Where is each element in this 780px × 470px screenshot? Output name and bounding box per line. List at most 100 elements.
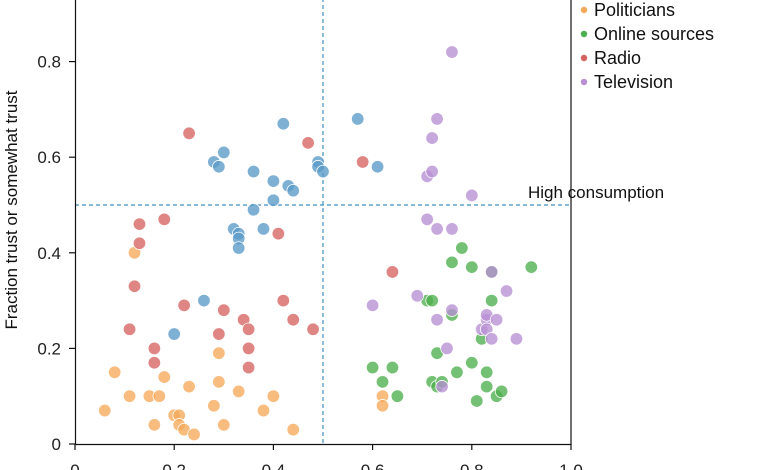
data-point <box>425 293 439 308</box>
data-point <box>450 365 464 380</box>
data-point <box>375 399 390 413</box>
legend-marker <box>580 54 588 62</box>
data-point <box>489 313 504 327</box>
data-point <box>177 298 191 313</box>
x-tick-label: 0.6 <box>361 461 385 470</box>
data-point <box>182 379 196 394</box>
data-point <box>455 241 469 255</box>
data-point <box>316 164 330 179</box>
data-point <box>465 356 479 370</box>
data-point <box>465 260 479 274</box>
series-3 <box>122 126 400 375</box>
data-point <box>430 112 444 126</box>
legend-label: Television <box>594 72 673 92</box>
data-point <box>385 360 400 375</box>
data-point <box>207 399 221 413</box>
data-point <box>246 203 261 217</box>
y-tick-label: 0.6 <box>37 148 61 167</box>
y-tick-label: 0.4 <box>37 244 61 263</box>
x-tick-label: 0.2 <box>162 461 186 470</box>
annotation-high-consumption: High consumption <box>528 183 664 202</box>
data-point <box>286 422 300 437</box>
data-point <box>217 145 231 160</box>
y-tick-label: 0 <box>52 435 61 454</box>
data-point <box>435 379 449 394</box>
data-point <box>509 332 524 346</box>
data-point <box>479 365 494 380</box>
data-point <box>167 327 181 341</box>
data-point <box>266 389 281 403</box>
data-point <box>484 265 499 279</box>
data-point <box>365 360 380 375</box>
data-point <box>217 418 231 432</box>
data-point <box>256 403 271 418</box>
data-point <box>197 293 211 308</box>
data-point <box>306 322 320 336</box>
data-point <box>484 332 499 346</box>
data-point <box>410 289 424 303</box>
data-point <box>212 160 226 174</box>
data-point <box>351 112 365 126</box>
y-axis-title: Fraction trust or somewhat trust <box>2 90 21 329</box>
points-layer <box>98 45 539 442</box>
data-point <box>127 279 142 293</box>
data-point <box>430 313 444 327</box>
data-point <box>241 341 256 356</box>
data-point <box>301 136 315 150</box>
data-point <box>445 255 459 270</box>
data-point <box>266 193 281 207</box>
x-tick-label: 1.0 <box>559 461 583 470</box>
data-point <box>122 389 137 403</box>
legend: Politicians Online sources Radio Television <box>580 0 714 92</box>
data-point <box>231 241 246 255</box>
data-point <box>256 222 271 236</box>
legend-marker <box>580 30 588 38</box>
data-point <box>390 389 405 403</box>
legend-label: Radio <box>594 48 641 68</box>
axes <box>74 0 572 446</box>
x-tick-label: 0.8 <box>460 461 484 470</box>
legend-marker <box>580 78 588 86</box>
data-point <box>375 375 390 389</box>
y-tick-label: 0.2 <box>37 339 61 358</box>
data-point <box>276 293 291 308</box>
data-point <box>266 174 281 188</box>
data-point <box>425 131 439 145</box>
data-point <box>182 126 196 141</box>
data-point <box>420 212 434 227</box>
legend-label: Online sources <box>594 24 714 44</box>
data-point <box>465 188 479 203</box>
data-point <box>276 117 291 131</box>
data-point <box>484 293 499 308</box>
data-point <box>157 212 171 227</box>
data-point <box>241 322 256 336</box>
series-1 <box>98 246 390 442</box>
data-point <box>425 164 439 179</box>
data-point <box>132 217 147 231</box>
data-point <box>445 303 459 317</box>
data-point <box>494 384 509 399</box>
data-point <box>440 341 454 356</box>
x-tick-label: 0 <box>70 461 79 470</box>
data-point <box>152 389 167 403</box>
data-point <box>479 379 494 394</box>
data-point <box>212 375 226 389</box>
data-point <box>246 164 261 179</box>
data-point <box>212 327 226 341</box>
data-point <box>470 394 484 408</box>
data-point <box>122 322 137 336</box>
data-point <box>147 418 162 432</box>
threshold-lines <box>75 0 571 444</box>
data-point <box>365 298 380 313</box>
data-point <box>147 356 162 370</box>
data-point <box>147 341 162 356</box>
y-ticks: 0 0.2 0.4 0.6 0.8 <box>37 53 75 454</box>
data-point <box>217 303 231 317</box>
data-point <box>132 236 147 250</box>
data-point <box>231 384 246 399</box>
data-point <box>98 403 112 418</box>
series-4 <box>365 45 524 394</box>
data-point <box>445 222 459 236</box>
data-point <box>286 313 300 327</box>
